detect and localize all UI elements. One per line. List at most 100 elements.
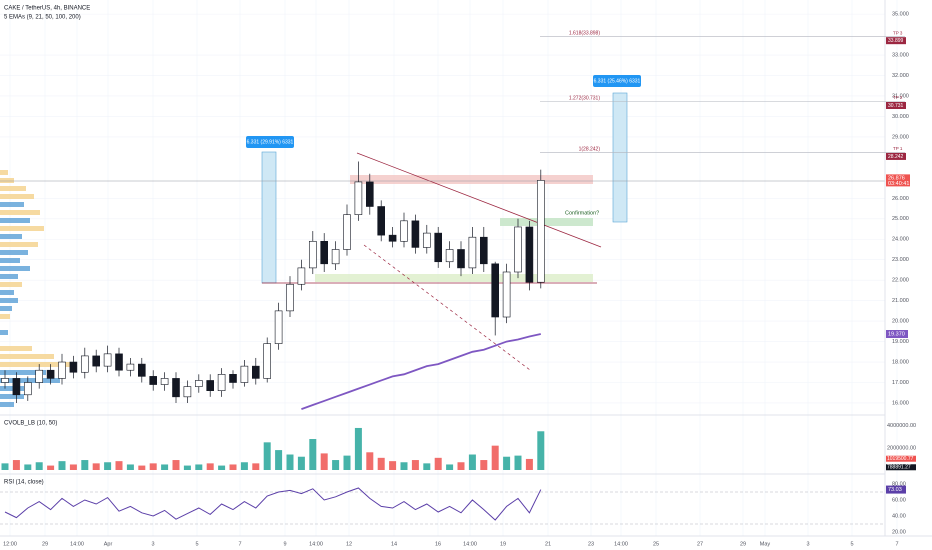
- volume-bar: [468, 454, 476, 470]
- x-tick-label: 7: [238, 541, 241, 547]
- candle-body: [115, 353, 123, 371]
- y-tick-label: 19.000: [892, 339, 909, 345]
- volume-bar: [377, 457, 385, 470]
- level-badge-label: 33.899: [888, 38, 904, 44]
- level-badge-label: 30.731: [888, 103, 904, 109]
- volume-bar: [195, 464, 203, 470]
- candle-body: [81, 355, 89, 373]
- level-badge: [886, 37, 906, 45]
- y-tick-label: 32.000: [892, 73, 909, 79]
- x-tick-label: 12:00: [3, 541, 17, 547]
- x-tick-label: 16: [435, 541, 441, 547]
- volume-bar: [69, 464, 77, 470]
- tp-tag: TP 2: [893, 95, 903, 100]
- volume-bar: [218, 465, 226, 470]
- volume-bar: [104, 462, 112, 470]
- candle-body: [229, 374, 237, 383]
- x-tick-label: 14:00: [614, 541, 628, 547]
- y-tick-label: 21.000: [892, 298, 909, 304]
- x-tick-label: 23: [588, 541, 594, 547]
- y-tick-label: 2000000.00: [887, 445, 916, 451]
- price-badge: [886, 174, 910, 187]
- x-tick-label: 5: [850, 541, 853, 547]
- candle-body: [365, 181, 374, 207]
- volume-bar: [206, 463, 214, 470]
- candle-body: [149, 376, 157, 385]
- y-tick-label: 24.000: [892, 237, 909, 243]
- candle-body: [35, 369, 44, 383]
- volume-bar: [81, 460, 89, 470]
- volume-bar: [24, 464, 32, 470]
- candle-body: [274, 310, 283, 344]
- y-tick-label: 31.000: [892, 93, 909, 99]
- candle-body: [103, 353, 112, 367]
- volume-bar: [389, 461, 397, 470]
- volume-bar: [434, 457, 442, 470]
- y-tick-label: 4000000.00: [887, 423, 916, 429]
- volume-bar: [286, 454, 294, 470]
- x-tick-label: 14:00: [463, 541, 477, 547]
- volume-bar: [275, 450, 283, 470]
- x-tick-label: 29: [740, 541, 746, 547]
- candle-body: [514, 226, 522, 273]
- x-tick-label: 27: [697, 541, 703, 547]
- candle-body: [160, 378, 169, 385]
- candle-body: [12, 378, 21, 396]
- volume-bar: [343, 455, 351, 470]
- ema-badge-label: 19.370: [888, 331, 905, 337]
- annotation: Confirmation?: [565, 210, 599, 216]
- y-tick-label: 35.000: [892, 12, 909, 18]
- volume-bar: [457, 462, 465, 470]
- candle-body: [263, 343, 272, 379]
- fib-label: 1.618(33.898): [569, 31, 600, 37]
- y-tick-label: 18.000: [892, 359, 909, 365]
- x-tick-label: 14: [391, 541, 397, 547]
- volume-bar: [92, 463, 100, 470]
- volume-bar: [252, 463, 260, 470]
- y-tick-label: 16.000: [892, 400, 909, 406]
- volume-bar: [320, 453, 328, 470]
- volume-bar: [115, 461, 123, 470]
- candle-body: [502, 271, 511, 318]
- candle-body: [457, 249, 465, 269]
- volume-bar: [161, 464, 169, 470]
- candle-body: [138, 363, 146, 377]
- volume-bar: [514, 455, 522, 470]
- candle-body: [240, 365, 249, 383]
- volume-bar: [309, 439, 317, 470]
- volume-badge-label: 1019500.77: [887, 456, 914, 462]
- volume-bar: [149, 463, 157, 470]
- x-tick-label: 12: [346, 541, 352, 547]
- y-tick-label: 33.000: [892, 53, 909, 59]
- volume-bar: [240, 462, 248, 470]
- candle-body: [468, 236, 477, 269]
- candle-body: [126, 363, 135, 371]
- volume-badge-label: 788891.27: [887, 465, 911, 471]
- candle-body: [69, 361, 78, 373]
- candle-body: [331, 249, 340, 265]
- x-tick-label: 9: [283, 541, 286, 547]
- y-tick-label: 22.000: [892, 278, 909, 284]
- candle-body: [308, 240, 317, 269]
- candle-body: [536, 180, 545, 283]
- fib-label: 1(28.242): [579, 146, 601, 152]
- volume-bar: [446, 464, 454, 470]
- candle-body: [58, 361, 66, 379]
- y-tick-label: 30.000: [892, 114, 909, 120]
- volume-bar: [411, 460, 419, 470]
- candle-body: [320, 240, 329, 265]
- volume-bar: [503, 456, 511, 470]
- x-tick-label: 3: [806, 541, 809, 547]
- x-tick-label: May: [760, 541, 771, 547]
- rsi-badge: [886, 485, 906, 494]
- drawings: [0, 0, 932, 537]
- x-tick-label: 14:00: [309, 541, 323, 547]
- volume-bar: [480, 460, 488, 470]
- volume-bar: [183, 465, 191, 470]
- rsi-title: RSI (14, close): [4, 480, 44, 486]
- candle-body: [92, 355, 100, 367]
- volume-bar: [332, 460, 340, 470]
- countdown-label: 03:40:41: [888, 181, 909, 187]
- rsi-line: [4, 487, 542, 521]
- volume-profile: [0, 170, 70, 407]
